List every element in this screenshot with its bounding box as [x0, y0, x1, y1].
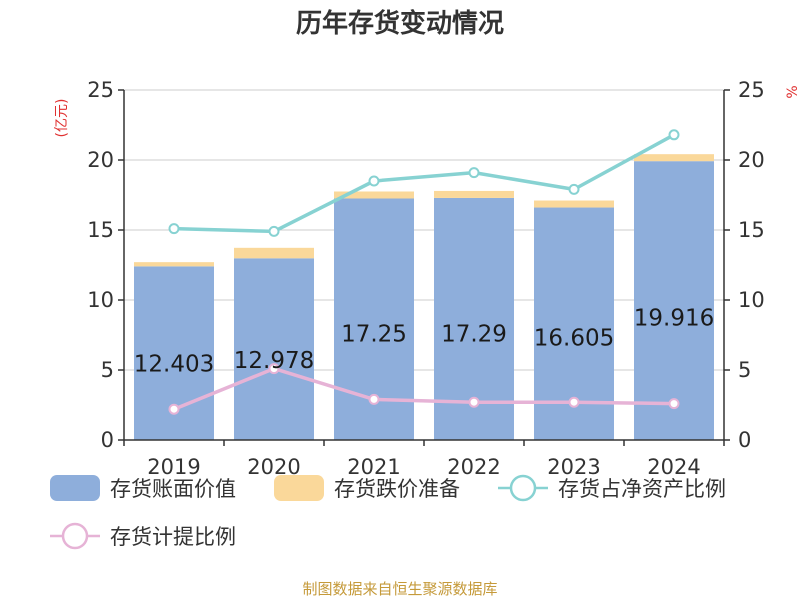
x-tick-label: 2021 [347, 455, 400, 479]
y-right-tick-label: 15 [738, 218, 765, 242]
x-tick-label: 2024 [647, 455, 700, 479]
y-right-tick-label: 20 [738, 148, 765, 172]
legend-marker [509, 474, 537, 502]
y-right-tick-label: 25 [738, 78, 765, 102]
bar-impairment [634, 154, 714, 162]
legend-label: 存货计提比例 [110, 525, 236, 549]
series-lines [168, 129, 680, 415]
y-left-tick-label: 25 [87, 78, 114, 102]
legend-label: 存货账面价值 [110, 477, 236, 501]
line-point [368, 393, 380, 405]
y-left-unit-label: (亿元) [54, 99, 70, 138]
bar-labels: 12.403 12.978 17.25 17.29 16.605 19.916 [134, 305, 714, 377]
line-point [468, 167, 480, 179]
bar-value-label: 17.25 [341, 322, 407, 348]
y-right-tick-label: 0 [738, 428, 751, 452]
y-left-tick-label: 20 [87, 148, 114, 172]
y-left-tick-label: 15 [87, 218, 114, 242]
bar-impairment [434, 190, 514, 198]
line-point [568, 183, 580, 195]
line-point [668, 129, 680, 141]
bar-impairment [134, 262, 214, 267]
bar-value-label: 16.605 [534, 326, 614, 352]
y-right-unit-label: % [785, 85, 800, 98]
y-left-tick-label: 10 [87, 288, 114, 312]
bar-value-label: 17.29 [441, 321, 507, 347]
legend-marker [61, 522, 89, 550]
line-point [168, 403, 180, 415]
bar-book-value [234, 258, 314, 440]
bar-book-value [634, 161, 714, 440]
line-series [173, 133, 675, 234]
bar-impairment [234, 247, 314, 259]
y-left-tick-label: 5 [101, 358, 114, 382]
line-point [368, 175, 380, 187]
bar-value-label: 12.978 [234, 348, 314, 374]
bar-impairment [534, 200, 614, 208]
line-point [468, 396, 480, 408]
legend-label: 存货占净资产比例 [558, 477, 726, 501]
legend-swatch [274, 475, 324, 501]
legend-label: 存货跌价准备 [334, 477, 460, 501]
x-tick-label: 2023 [547, 455, 600, 479]
line-point [668, 398, 680, 410]
bar-impairment [334, 191, 414, 199]
y-left-tick-label: 0 [101, 428, 114, 452]
bar-value-label: 12.403 [134, 352, 214, 378]
bar-value-label: 19.916 [634, 305, 714, 331]
chart-title: 历年存货变动情况 [296, 8, 504, 39]
line-series [173, 366, 675, 411]
line-point [168, 223, 180, 235]
bars [134, 154, 714, 440]
y-right-tick-label: 5 [738, 358, 751, 382]
x-tick-label: 2022 [447, 455, 500, 479]
line-point [568, 396, 580, 408]
line-point [268, 363, 280, 375]
x-tick-label: 2019 [147, 455, 200, 479]
line-point [268, 225, 280, 237]
legend-swatch [50, 475, 100, 501]
source-note: 制图数据来自恒生聚源数据库 [302, 580, 497, 598]
y-right-tick-label: 10 [738, 288, 765, 312]
